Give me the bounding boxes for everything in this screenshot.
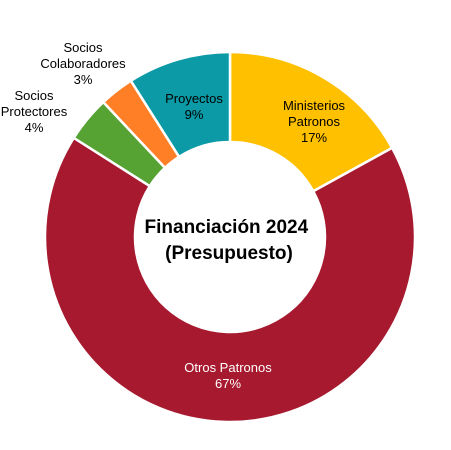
slice-name-label: Ministerios	[283, 98, 346, 113]
slice-ministerios-patronos	[228, 50, 394, 193]
slice-name-label: Otros Patronos	[184, 360, 272, 375]
slice-name-label: Proyectos	[165, 91, 223, 106]
slice-label: Otros Patronos 67%	[184, 360, 272, 391]
slice-name-label: Socios	[14, 88, 54, 103]
slice-label: Socios Colaboradores 3%	[40, 40, 126, 87]
chart-title: Financiación 2024 (Presupuesto)	[145, 217, 314, 264]
donut-slices	[43, 50, 417, 424]
slice-label: Socios Protectores 4%	[1, 88, 68, 135]
slice-percent-label: 9%	[185, 107, 204, 122]
slice-percent-label: 3%	[74, 72, 93, 87]
slice-name-label: Patronos	[288, 114, 341, 129]
slice-labels: Ministerios Patronos 17% Otros Patronos 67% S…	[1, 40, 346, 391]
slice-percent-label: 67%	[215, 376, 241, 391]
slice-name-label: Colaboradores	[40, 56, 126, 71]
slice-label: Ministerios Patronos 17%	[283, 98, 346, 145]
chart-title-line-1: Financiación 2024	[145, 217, 309, 238]
slice-name-label: Protectores	[1, 104, 68, 119]
slice-otros-patronos	[43, 136, 417, 424]
chart-title-line-2: (Presupuesto)	[165, 243, 293, 264]
slice-percent-label: 17%	[301, 130, 327, 145]
slice-label: Proyectos 9%	[165, 91, 223, 122]
slice-name-label: Socios	[63, 40, 103, 55]
slice-proyectos	[129, 50, 232, 159]
slice-percent-label: 4%	[25, 120, 44, 135]
